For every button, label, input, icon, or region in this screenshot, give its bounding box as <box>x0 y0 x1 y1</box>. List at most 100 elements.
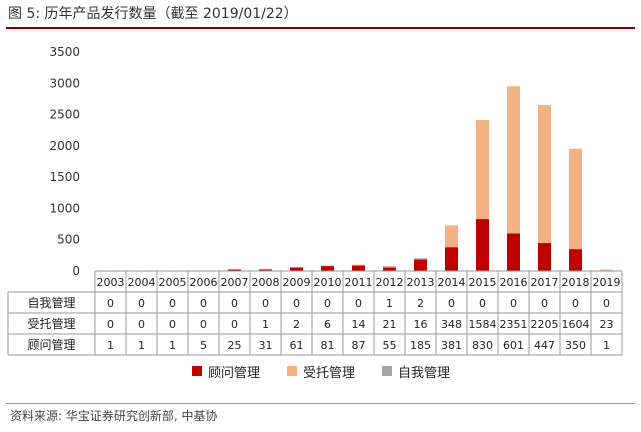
table-cell: 0 <box>231 318 238 331</box>
x-tick-label: 2005 <box>159 276 187 289</box>
table-cell: 0 <box>169 297 176 310</box>
table-cell: 21 <box>383 318 397 331</box>
table-cell: 81 <box>321 339 335 352</box>
source-note: 资料来源: 华宝证券研究创新部, 中基协 <box>10 409 218 423</box>
bar-2010-consultant <box>320 265 335 271</box>
table-cell: 87 <box>352 339 366 352</box>
table-cell: 0 <box>603 297 610 310</box>
x-tick-label: 2004 <box>128 276 156 289</box>
bar-2019-entrusted <box>599 269 614 271</box>
table-cell: 25 <box>228 339 242 352</box>
table-cell: 0 <box>107 318 114 331</box>
legend: 顾问管理 受托管理 自我管理 <box>192 366 450 381</box>
bar-2017-consultant <box>537 243 552 271</box>
table-cell: 0 <box>138 318 145 331</box>
x-tick-label: 2014 <box>438 276 466 289</box>
bar-2017-entrusted <box>537 105 552 244</box>
table-cell: 350 <box>565 339 586 352</box>
bar-2012-self <box>382 266 397 267</box>
y-tick-label: 500 <box>57 233 80 247</box>
bar-2012-entrusted <box>382 266 397 268</box>
table-cell: 2 <box>293 318 300 331</box>
table-cell: 0 <box>293 297 300 310</box>
bar-2012-consultant <box>382 267 397 271</box>
table-cell: 1 <box>138 339 145 352</box>
table-cell: 0 <box>231 297 238 310</box>
y-tick-label: 3000 <box>49 76 80 90</box>
table-cell: 1 <box>603 339 610 352</box>
bar-2008-entrusted <box>258 268 273 270</box>
table-cell: 0 <box>262 297 269 310</box>
table-cell: 830 <box>472 339 493 352</box>
table-cell: 55 <box>383 339 397 352</box>
bar-2009-consultant <box>289 267 304 271</box>
table-cell: 14 <box>352 318 366 331</box>
legend-label: 顾问管理 <box>208 366 260 381</box>
source-rule <box>6 403 635 404</box>
bar-2007-consultant <box>227 269 242 271</box>
bar-2015-consultant <box>475 219 490 271</box>
table-cell: 2205 <box>531 318 559 331</box>
x-tick-label: 2010 <box>314 276 342 289</box>
table-cell: 447 <box>534 339 555 352</box>
table-row-label: 顾问管理 <box>27 337 75 352</box>
y-axis: 0 500 1000 1500 2000 2500 3000 3500 <box>49 45 80 278</box>
table-cell: 61 <box>290 339 304 352</box>
bar-2016-consultant <box>506 233 521 271</box>
bar-2009-entrusted <box>289 267 304 268</box>
table-cell: 1 <box>262 318 269 331</box>
table-cell: 0 <box>200 297 207 310</box>
x-tick-label: 2008 <box>252 276 280 289</box>
legend-label: 受托管理 <box>303 366 355 381</box>
bar-2014-entrusted <box>444 225 459 248</box>
x-tick-label: 2015 <box>469 276 497 289</box>
table-cell: 1 <box>169 339 176 352</box>
table-cell: 348 <box>441 318 462 331</box>
table-cell: 31 <box>259 339 273 352</box>
table-cell: 1584 <box>469 318 497 331</box>
legend-swatch <box>287 366 297 376</box>
bar-2013-consultant <box>413 259 428 271</box>
x-tick-label: 2009 <box>283 276 311 289</box>
x-tick-label: 2013 <box>407 276 435 289</box>
data-table: 2003 2004 2005 2006 2007 2008 2009 2010 2011 2012… <box>7 270 623 356</box>
table-cell: 0 <box>448 297 455 310</box>
y-tick-label: 0 <box>72 264 80 278</box>
y-tick-label: 1500 <box>49 170 80 184</box>
x-tick-label: 2011 <box>345 276 373 289</box>
table-cell: 0 <box>355 297 362 310</box>
bar-2011-entrusted <box>351 264 366 266</box>
y-tick-label: 2500 <box>49 108 80 122</box>
y-tick-label: 3500 <box>49 45 80 59</box>
title-rule <box>6 27 635 29</box>
bar-2014-consultant <box>444 247 459 271</box>
table-cell: 0 <box>324 297 331 310</box>
table-cell: 5 <box>200 339 207 352</box>
table-cell: 1 <box>107 339 114 352</box>
bar-2010-entrusted <box>320 265 335 267</box>
table-cell: 381 <box>441 339 462 352</box>
table-cell: 0 <box>169 318 176 331</box>
x-tick-label: 2017 <box>531 276 559 289</box>
chart-bars <box>103 86 614 272</box>
table-cell: 0 <box>107 297 114 310</box>
bar-2018-entrusted <box>568 148 583 250</box>
table-row-label: 自我管理 <box>27 295 75 310</box>
chart-title: 图 5: 历年产品发行数量（截至 2019/01/22） <box>8 6 298 22</box>
legend-label: 自我管理 <box>398 366 450 381</box>
table-cell: 185 <box>410 339 431 352</box>
table-cell: 0 <box>479 297 486 310</box>
bar-2018-consultant <box>568 249 583 271</box>
table-cell: 2351 <box>500 318 528 331</box>
table-cell: 0 <box>138 297 145 310</box>
x-tick-label: 2003 <box>97 276 125 289</box>
bar-2011-consultant <box>351 265 366 271</box>
x-tick-label: 2012 <box>376 276 404 289</box>
y-tick-label: 1000 <box>49 201 80 215</box>
y-tick-label: 2000 <box>49 139 80 153</box>
legend-swatch <box>192 366 202 376</box>
legend-swatch <box>382 366 392 376</box>
x-tick-label: 2018 <box>562 276 590 289</box>
bar-2013-entrusted <box>413 258 428 260</box>
